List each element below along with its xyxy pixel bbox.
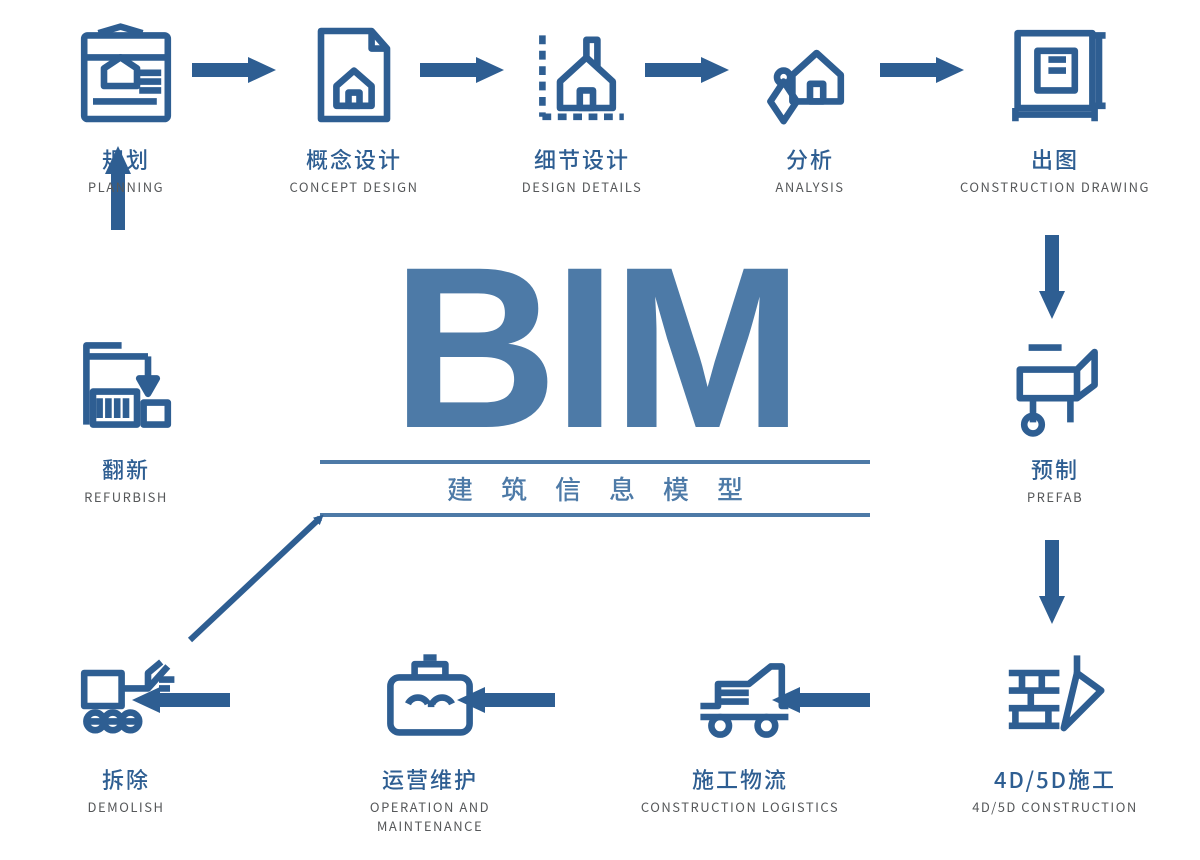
label-en: CONSTRUCTION LOGISTICS <box>640 797 840 816</box>
label-zh: 规划 <box>26 143 226 175</box>
label-en: REFURBISH <box>26 487 226 506</box>
node-refurbish: 翻新 REFURBISH <box>26 330 226 506</box>
analysis-icon <box>755 20 865 135</box>
label-en: DEMOLISH <box>26 797 226 816</box>
label-zh: 4D/5D施工 <box>955 763 1155 795</box>
details-icon <box>527 20 637 135</box>
node-logistics: 施工物流 CONSTRUCTION LOGISTICS <box>640 640 840 816</box>
logistics-icon <box>685 640 795 755</box>
concept-icon <box>299 20 409 135</box>
label-zh: 拆除 <box>26 763 226 795</box>
node-analysis: 分析 ANALYSIS <box>710 20 910 196</box>
node-con45d: 4D/5D施工 4D/5D CONSTRUCTION <box>955 640 1155 816</box>
label-zh: 施工物流 <box>640 763 840 795</box>
drawing-icon <box>1000 20 1110 135</box>
label-en: 4D/5D CONSTRUCTION <box>955 797 1155 816</box>
om-icon <box>375 640 485 755</box>
label-zh: 翻新 <box>26 453 226 485</box>
node-drawing: 出图 CONSTRUCTION DRAWING <box>955 20 1155 196</box>
label-zh: 运营维护 <box>330 763 530 795</box>
node-planning: 规划 PLANNING <box>26 20 226 196</box>
label-zh: 预制 <box>955 453 1155 485</box>
node-om: 运营维护 OPERATION AND MAINTENANCE <box>330 640 530 835</box>
label-zh: 细节设计 <box>482 143 682 175</box>
label-en: CONSTRUCTION DRAWING <box>955 177 1155 196</box>
bim-title: BIM <box>320 250 870 446</box>
bim-cycle-diagram: BIM 建筑信息模型 规划 PLA <box>0 0 1200 860</box>
node-details: 细节设计 DESIGN DETAILS <box>482 20 682 196</box>
con45d-icon <box>1000 640 1110 755</box>
prefab-icon <box>1000 330 1110 445</box>
demolish-icon <box>71 640 181 755</box>
label-en: PLANNING <box>26 177 226 196</box>
label-zh: 出图 <box>955 143 1155 175</box>
label-en: OPERATION AND MAINTENANCE <box>330 797 530 835</box>
label-en: DESIGN DETAILS <box>482 177 682 196</box>
label-zh: 分析 <box>710 143 910 175</box>
node-demolish: 拆除 DEMOLISH <box>26 640 226 816</box>
label-en: CONCEPT DESIGN <box>254 177 454 196</box>
node-concept: 概念设计 CONCEPT DESIGN <box>254 20 454 196</box>
node-prefab: 预制 PREFAB <box>955 330 1155 506</box>
label-zh: 概念设计 <box>254 143 454 175</box>
label-en: ANALYSIS <box>710 177 910 196</box>
planning-icon <box>71 20 181 135</box>
refurbish-icon <box>71 330 181 445</box>
label-en: PREFAB <box>955 487 1155 506</box>
center-logo: BIM 建筑信息模型 <box>320 250 870 517</box>
